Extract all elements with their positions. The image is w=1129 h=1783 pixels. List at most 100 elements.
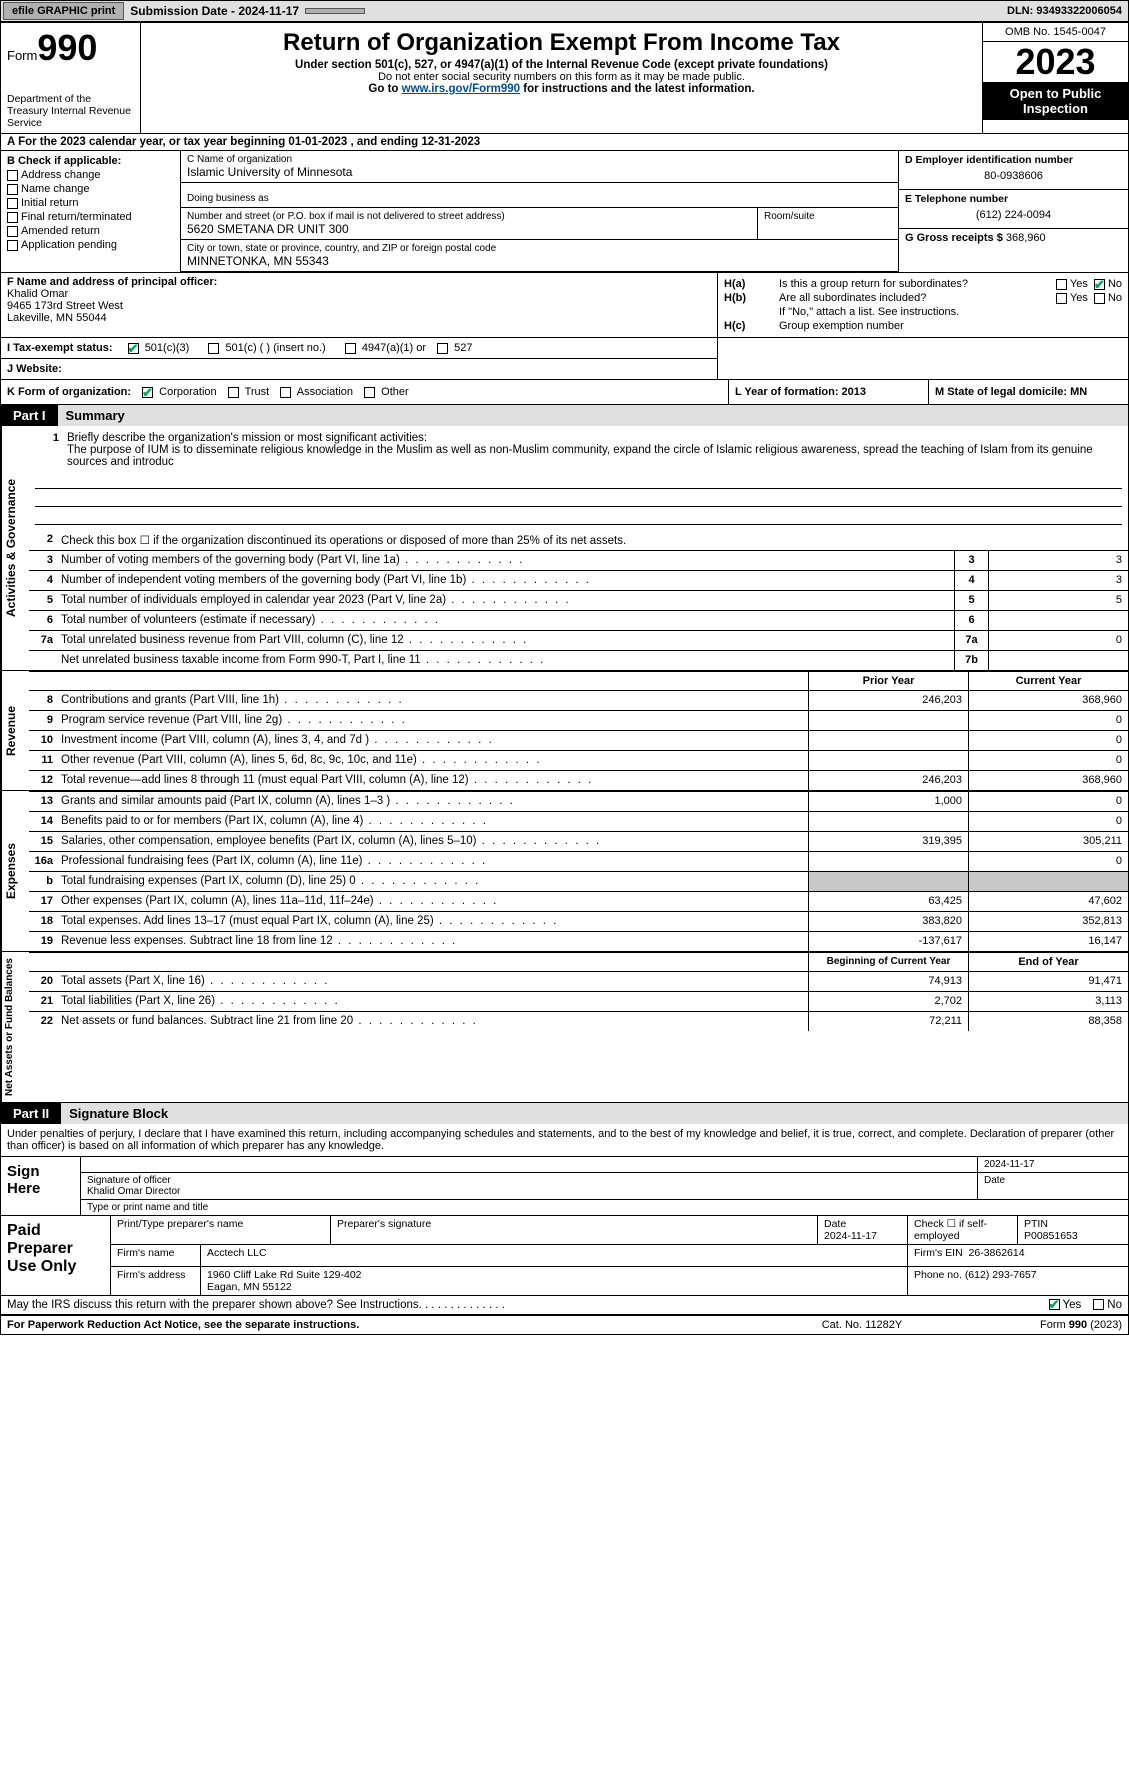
checkbox-name-change[interactable] <box>7 184 18 195</box>
date-label: Date <box>978 1173 1128 1199</box>
box-k: K Form of organization: Corporation Trus… <box>1 380 728 404</box>
dept-treasury: Department of the Treasury Internal Reve… <box>7 93 134 129</box>
efile-print-button[interactable]: efile GRAPHIC print <box>3 2 124 20</box>
summary-line: 17Other expenses (Part IX, column (A), l… <box>29 891 1128 911</box>
preparer-sig-hdr: Preparer's signature <box>331 1216 818 1244</box>
open-to-public: Open to Public Inspection <box>983 82 1128 120</box>
discuss-no[interactable] <box>1093 1299 1104 1310</box>
current-year-hdr: Current Year <box>968 672 1128 690</box>
ck-corporation[interactable] <box>142 387 153 398</box>
h-a-yes[interactable] <box>1056 279 1067 290</box>
box-b: B Check if applicable: Address change Na… <box>1 151 181 272</box>
blank-button[interactable] <box>305 8 365 14</box>
sign-here-label: Sign Here <box>1 1157 81 1215</box>
box-i: I Tax-exempt status: 501(c)(3) 501(c) ( … <box>1 338 717 359</box>
sig-officer-label: Signature of officer <box>87 1175 971 1186</box>
firm-address: 1960 Cliff Lake Rd Suite 129-402Eagan, M… <box>201 1267 908 1295</box>
ck-501c3[interactable] <box>128 343 139 354</box>
discuss-yes[interactable] <box>1049 1299 1060 1310</box>
ck-other[interactable] <box>364 387 375 398</box>
sign-date: 2024-11-17 <box>978 1157 1128 1172</box>
summary-line: 11Other revenue (Part VIII, column (A), … <box>29 750 1128 770</box>
addr-label: Number and street (or P.O. box if mail i… <box>187 211 751 222</box>
summary-line: Net unrelated business taxable income fr… <box>29 650 1128 670</box>
ck-501c[interactable] <box>208 343 219 354</box>
org-name-label: C Name of organization <box>187 154 892 165</box>
summary-line: bTotal fundraising expenses (Part IX, co… <box>29 871 1128 891</box>
phone-label: E Telephone number <box>905 193 1122 205</box>
vtab-governance: Activities & Governance <box>1 426 29 670</box>
summary-line: 7aTotal unrelated business revenue from … <box>29 630 1128 650</box>
dln: DLN: 93493322006054 <box>1007 5 1128 17</box>
part-1-header: Part I Summary <box>1 405 1128 426</box>
summary-line: 16aProfessional fundraising fees (Part I… <box>29 851 1128 871</box>
summary-line: 8Contributions and grants (Part VIII, li… <box>29 690 1128 710</box>
preparer-date-hdr: Date2024-11-17 <box>818 1216 908 1244</box>
summary-line: 14Benefits paid to or for members (Part … <box>29 811 1128 831</box>
tax-year: 2023 <box>983 42 1128 82</box>
vtab-net-assets: Net Assets or Fund Balances <box>1 952 29 1102</box>
row-a-tax-year: A For the 2023 calendar year, or tax yea… <box>1 134 1128 151</box>
h-a-no[interactable] <box>1094 279 1105 290</box>
ck-association[interactable] <box>280 387 291 398</box>
box-f-officer: F Name and address of principal officer:… <box>1 273 718 337</box>
ck-4947[interactable] <box>345 343 356 354</box>
firm-name: Acctech LLC <box>201 1245 908 1266</box>
subtitle-1: Under section 501(c), 527, or 4947(a)(1)… <box>147 59 976 71</box>
self-employed-check: Check ☐ if self-employed <box>908 1216 1018 1244</box>
h-b-no[interactable] <box>1094 293 1105 304</box>
summary-line: 2Check this box ☐ if the organization di… <box>29 530 1128 550</box>
summary-line: 18Total expenses. Add lines 13–17 (must … <box>29 911 1128 931</box>
checkbox-amended-return[interactable] <box>7 226 18 237</box>
gross-receipts-value: 368,960 <box>1006 232 1046 244</box>
discuss-with-preparer: May the IRS discuss this return with the… <box>1 1296 1128 1316</box>
phone-value: (612) 224-0094 <box>905 205 1122 225</box>
city-label: City or town, state or province, country… <box>187 243 892 254</box>
ck-trust[interactable] <box>228 387 239 398</box>
firm-ein: Firm's EIN 26-3862614 <box>908 1245 1128 1266</box>
box-j-website: J Website: <box>1 359 717 379</box>
topbar: efile GRAPHIC print Submission Date - 20… <box>0 0 1129 22</box>
summary-line: 15Salaries, other compensation, employee… <box>29 831 1128 851</box>
form-title: Return of Organization Exempt From Incom… <box>147 29 976 57</box>
h-b-yes[interactable] <box>1056 293 1067 304</box>
summary-line: 10Investment income (Part VIII, column (… <box>29 730 1128 750</box>
mission-lead: Briefly describe the organization's miss… <box>67 432 427 444</box>
checkbox-address-change[interactable] <box>7 170 18 181</box>
summary-line: 4Number of independent voting members of… <box>29 570 1128 590</box>
summary-line: 6Total number of volunteers (estimate if… <box>29 610 1128 630</box>
checkbox-application-pending[interactable] <box>7 240 18 251</box>
submission-date: Submission Date - 2024-11-17 <box>126 4 303 18</box>
end-year-hdr: End of Year <box>968 953 1128 971</box>
type-name-label: Type or print name and title <box>81 1200 1128 1215</box>
ck-527[interactable] <box>437 343 448 354</box>
paid-preparer-label: Paid Preparer Use Only <box>1 1216 111 1295</box>
box-l-year: L Year of formation: 2013 <box>728 380 928 404</box>
summary-line: 21Total liabilities (Part X, line 26)2,7… <box>29 991 1128 1011</box>
summary-line: 9Program service revenue (Part VIII, lin… <box>29 710 1128 730</box>
checkbox-initial-return[interactable] <box>7 198 18 209</box>
vtab-revenue: Revenue <box>1 671 29 790</box>
mission-text: The purpose of IUM is to disseminate rel… <box>67 444 1093 468</box>
addr-value: 5620 SMETANA DR UNIT 300 <box>187 222 751 236</box>
part-2-header: Part II Signature Block <box>1 1103 1128 1124</box>
irs-link[interactable]: www.irs.gov/Form990 <box>402 83 520 95</box>
vtab-expenses: Expenses <box>1 791 29 951</box>
firm-phone: Phone no. (612) 293-7657 <box>908 1267 1128 1295</box>
summary-line: 19Revenue less expenses. Subtract line 1… <box>29 931 1128 951</box>
summary-line: 22Net assets or fund balances. Subtract … <box>29 1011 1128 1031</box>
dba-label: Doing business as <box>181 183 898 208</box>
summary-line: 3Number of voting members of the governi… <box>29 550 1128 570</box>
begin-year-hdr: Beginning of Current Year <box>808 953 968 971</box>
summary-line: 5Total number of individuals employed in… <box>29 590 1128 610</box>
omb-number: OMB No. 1545-0047 <box>983 23 1128 42</box>
form-990: Form990 Department of the Treasury Inter… <box>0 22 1129 1335</box>
box-h: H(a) Is this a group return for subordin… <box>718 273 1128 337</box>
checkbox-final-return[interactable] <box>7 212 18 223</box>
room-suite-label: Room/suite <box>758 208 898 239</box>
form-header: Form990 Department of the Treasury Inter… <box>1 23 1128 134</box>
footer: For Paperwork Reduction Act Notice, see … <box>1 1316 1128 1334</box>
city-value: MINNETONKA, MN 55343 <box>187 254 892 268</box>
form-number: Form990 <box>7 27 134 69</box>
signature-declaration: Under penalties of perjury, I declare th… <box>1 1124 1128 1157</box>
